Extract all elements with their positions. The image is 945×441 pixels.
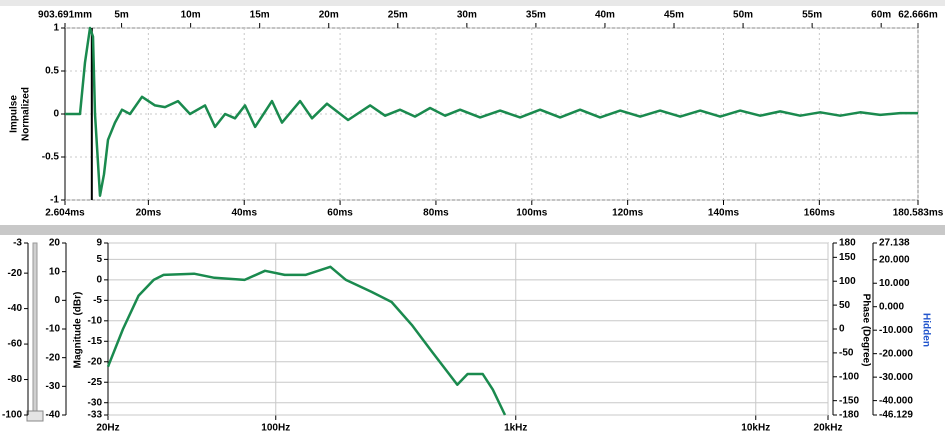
x-tick-label: 40m <box>595 10 615 21</box>
y-tick-label: -10 <box>46 324 61 335</box>
y-tick-label: -20.000 <box>879 348 913 359</box>
y-tick-label: -33 <box>88 410 103 421</box>
magnitude-plot-frame <box>107 242 829 416</box>
x-tick-label: 15m <box>250 10 270 21</box>
y-axis-label: Magnitude (dBr) <box>73 292 84 369</box>
x-tick-label: 20kHz <box>814 423 843 434</box>
y-tick-label: -30 <box>88 397 103 408</box>
y-tick-label: 9 <box>96 238 102 249</box>
y-tick-label: 20.000 <box>879 254 910 265</box>
x-tick-label: 40ms <box>231 208 257 219</box>
y-tick-label: -10.000 <box>879 325 913 336</box>
x-tick-label: 160ms <box>804 208 836 219</box>
x-tick-label: 20ms <box>136 208 162 219</box>
y-tick-label: 0.5 <box>45 66 59 77</box>
y-tick-label: 100 <box>839 276 856 287</box>
y-tick-label: -30.000 <box>879 372 913 383</box>
x-tick-label: 20Hz <box>96 423 119 434</box>
splitter[interactable] <box>0 225 945 235</box>
y-tick-label: -5 <box>93 295 102 306</box>
y-tick-label: 5 <box>96 254 102 265</box>
y-tick-label: -15 <box>88 336 103 347</box>
y-tick-label: -20 <box>8 268 23 279</box>
y-tick-label: -20 <box>88 356 103 367</box>
y-axis-label: Impulse <box>9 95 20 133</box>
x-tick-label: 20m <box>319 10 339 21</box>
y-tick-label: -150 <box>839 395 859 406</box>
x-tick-label: 120ms <box>612 208 644 219</box>
x-tick-label: 10kHz <box>741 423 770 434</box>
y-tick-label: -100 <box>2 410 22 421</box>
slider-handle[interactable] <box>26 410 44 422</box>
y-tick-label: 20 <box>49 238 61 249</box>
y-tick-label: 50 <box>839 300 851 311</box>
y-tick-label: 1 <box>53 23 59 34</box>
top-strip <box>0 0 945 6</box>
y-tick-label: -180 <box>839 410 859 421</box>
y-tick-label: -50 <box>839 348 854 359</box>
x-tick-label: 60m <box>871 10 891 21</box>
y2-axis-label: Phase (Degree) <box>860 294 871 367</box>
y3-axis-label: Hidden <box>920 313 931 347</box>
y-tick-label: -60 <box>8 339 23 350</box>
y-tick-label: -80 <box>8 374 23 385</box>
y-tick-label: -100 <box>839 371 859 382</box>
y-tick-label: -3 <box>13 238 22 249</box>
x-tick-label: 100ms <box>516 208 548 219</box>
y-tick-label: -20 <box>46 352 61 363</box>
y-tick-label: -0.5 <box>42 152 60 163</box>
y-tick-label: 150 <box>839 252 856 263</box>
y-tick-label: -40.000 <box>879 395 913 406</box>
y-tick-label: 0 <box>96 274 102 285</box>
y-tick-label: 0 <box>53 109 59 120</box>
x-tick-label: 2.604ms <box>45 208 85 219</box>
y-tick-label: 27.138 <box>879 238 910 249</box>
y-tick-label: -25 <box>88 377 103 388</box>
x-tick-label: 35m <box>526 10 546 21</box>
y-tick-label: -40 <box>8 303 23 314</box>
y-tick-label: 0 <box>839 324 845 335</box>
x-tick-label: 903.691mm <box>38 10 92 21</box>
x-tick-label: 45m <box>664 10 684 21</box>
x-tick-label: 50m <box>733 10 753 21</box>
y-tick-label: -46.129 <box>879 410 913 421</box>
x-tick-label: 180.583ms <box>893 208 944 219</box>
x-tick-label: 25m <box>388 10 408 21</box>
x-tick-label: 1kHz <box>504 423 527 434</box>
x-tick-label: 140ms <box>708 208 740 219</box>
y-tick-label: 10 <box>49 266 61 277</box>
data-line <box>106 265 507 416</box>
x-tick-label: 55m <box>802 10 822 21</box>
data-line <box>65 26 918 197</box>
y-tick-label: -30 <box>46 381 61 392</box>
x-tick-label: 5m <box>114 10 129 21</box>
y-tick-label: -10 <box>88 315 103 326</box>
y-tick-label: -40 <box>46 410 61 421</box>
x-tick-label: 30m <box>457 10 477 21</box>
x-tick-label: 60ms <box>327 208 353 219</box>
x-tick-label: 80ms <box>423 208 449 219</box>
x-tick-label: 62.666m <box>898 10 938 21</box>
y-tick-label: 0 <box>54 295 60 306</box>
x-tick-label: 10m <box>181 10 201 21</box>
y-tick-label: 180 <box>839 238 856 249</box>
y-axis-label: Normalized <box>21 87 32 141</box>
slider-track[interactable] <box>32 242 38 419</box>
y-tick-label: 10.000 <box>879 278 910 289</box>
x-tick-label: 100Hz <box>261 423 290 434</box>
y-tick-label: 0.000 <box>879 301 904 312</box>
y-tick-label: -1 <box>50 195 59 206</box>
